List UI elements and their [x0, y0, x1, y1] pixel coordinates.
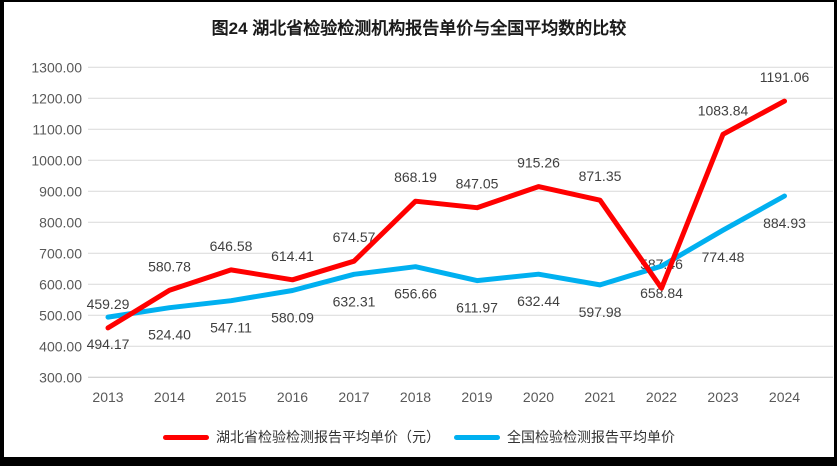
legend-swatch-hubei: [163, 434, 209, 440]
data-label: 656.66: [394, 286, 437, 302]
chart-canvas: 图24 湖北省检验检测机构报告单价与全国平均数的比较 300.00 400.00 5…: [4, 2, 834, 457]
x-axis-tick-label: 2018: [400, 389, 431, 405]
data-label: 580.78: [148, 258, 191, 274]
data-label: 632.31: [333, 293, 376, 309]
x-axis-tick-label: 2020: [523, 389, 554, 405]
legend-label-hubei: 湖北省检验检测报告平均单价（元）: [216, 429, 440, 445]
data-label: 580.09: [271, 310, 314, 326]
data-label: 868.19: [394, 169, 437, 185]
data-label: 1083.84: [698, 102, 749, 118]
data-label: 1191.06: [760, 69, 810, 85]
x-axis-tick-label: 2015: [215, 389, 246, 405]
x-axis-tick-label: 2021: [584, 389, 615, 405]
legend-swatch-national: [454, 434, 500, 440]
y-axis-tick-label: 400.00: [39, 338, 82, 354]
line-chart: 300.00 400.00 500.00 600.00 700.00 800.00 900.…: [31, 59, 833, 405]
y-axis-tick-label: 900.00: [39, 183, 82, 199]
data-label: 646.58: [210, 238, 253, 254]
y-axis-tick-label: 1000.00: [31, 152, 82, 168]
series-line-hubei: [105, 98, 787, 331]
data-label: 847.05: [456, 176, 499, 192]
x-axis-tick-label: 2014: [154, 389, 185, 405]
y-axis-tick-label: 600.00: [39, 276, 82, 292]
x-axis-tick-label: 2019: [461, 389, 492, 405]
series-line-national: [105, 193, 787, 320]
legend-item-hubei: 湖北省检验检测报告平均单价（元）: [163, 427, 440, 447]
data-label: 547.11: [210, 320, 252, 336]
data-label: 871.35: [579, 168, 622, 184]
x-axis-tick-label: 2016: [277, 389, 308, 405]
data-label: 884.93: [763, 215, 806, 231]
data-label: 674.57: [333, 229, 376, 245]
x-axis-tick-label: 2024: [769, 389, 800, 405]
data-label: 915.26: [517, 155, 560, 171]
data-label: 614.41: [271, 248, 314, 264]
y-axis-tick-label: 1100.00: [32, 121, 82, 137]
data-label: 611.97: [456, 300, 498, 316]
data-label: 459.29: [87, 296, 130, 312]
data-label: 524.40: [148, 327, 191, 343]
x-axis-tick-label: 2023: [707, 389, 738, 405]
data-label: 632.44: [517, 293, 560, 309]
chart-title: 图24 湖北省检验检测机构报告单价与全国平均数的比较: [211, 19, 627, 38]
y-axis-tick-label: 1300.00: [31, 59, 82, 75]
y-axis-tick-label: 300.00: [39, 369, 82, 385]
y-axis-tick-label: 700.00: [39, 245, 82, 261]
y-axis-tick-label: 1200.00: [31, 90, 82, 106]
legend-item-national: 全国检验检测报告平均单价: [454, 427, 675, 447]
x-axis-tick-label: 2022: [646, 389, 677, 405]
x-axis-tick-label: 2013: [92, 389, 123, 405]
data-label: 774.48: [702, 249, 745, 265]
data-label: 658.84: [640, 285, 683, 301]
data-label: 494.17: [87, 336, 130, 352]
legend: 湖北省检验检测报告平均单价（元） 全国检验检测报告平均单价: [4, 427, 834, 447]
data-label: 597.98: [579, 304, 622, 320]
legend-label-national: 全国检验检测报告平均单价: [507, 429, 675, 445]
y-axis-tick-label: 800.00: [39, 214, 82, 230]
x-axis-tick-label: 2017: [338, 389, 369, 405]
y-axis-tick-label: 500.00: [39, 307, 82, 323]
